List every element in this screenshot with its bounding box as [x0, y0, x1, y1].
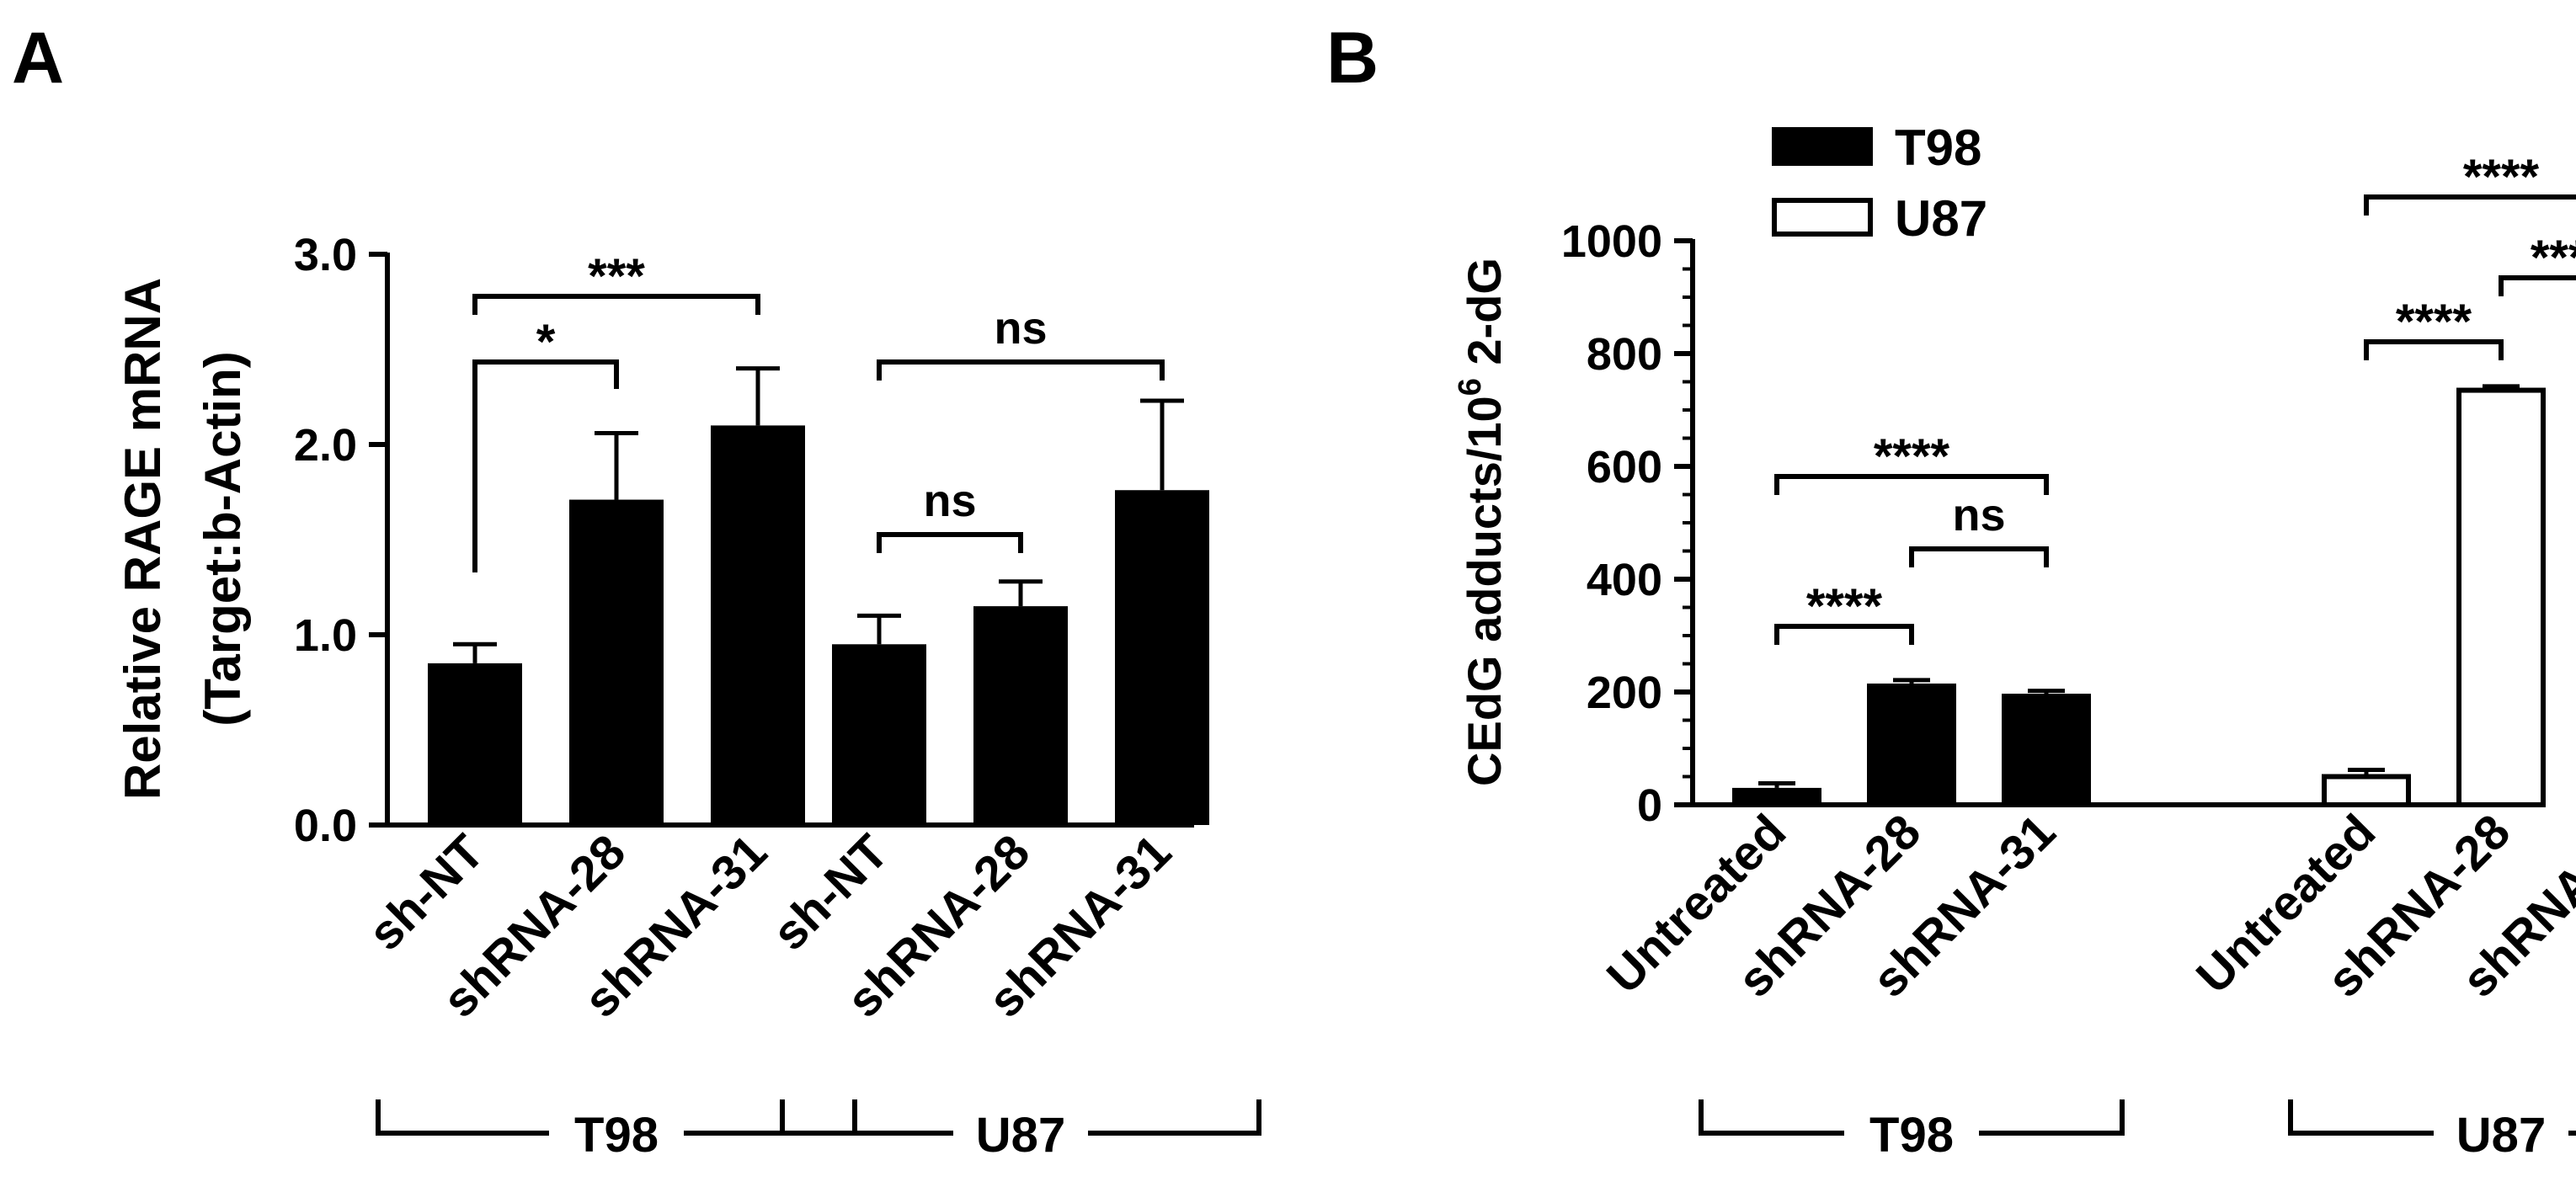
legend-swatch [1772, 198, 1873, 237]
bar [2002, 694, 2091, 805]
significance-label: **** [1874, 429, 1950, 484]
y-tick-label: 3.0 [294, 230, 357, 280]
group-bracket-left [2288, 1099, 2434, 1136]
panel-a-label: A [12, 18, 64, 98]
x-tick-label: sh-NT [358, 824, 494, 961]
significance-label: ns [1952, 490, 2005, 540]
significance-label: **** [2531, 231, 2576, 285]
group-bracket-left [1699, 1099, 1844, 1136]
significance-bracket [1909, 546, 2049, 567]
group-bracket-right [2568, 1131, 2576, 1136]
significance-label: * [536, 315, 556, 370]
y-axis-label-suffix: 2-dG [1458, 258, 1511, 378]
y-tick-label: 0 [1637, 780, 1662, 831]
group-bracket-right [1088, 1099, 1261, 1136]
significance-label: **** [1806, 579, 1883, 634]
group-bracket-right [684, 1099, 857, 1136]
significance-label: ns [923, 476, 976, 526]
y-tick-label: 800 [1587, 329, 1662, 380]
bar [1867, 683, 1956, 805]
y-tick-label: 0.0 [294, 801, 357, 851]
y-tick-label: 600 [1587, 442, 1662, 492]
y-axis-label-superscript: 6 [1453, 378, 1488, 396]
x-tick-label: sh-NT [762, 824, 899, 961]
group-label: U87 [2456, 1108, 2546, 1163]
bar [1115, 490, 1209, 825]
bar [428, 663, 522, 825]
y-tick-label: 1.0 [294, 610, 357, 661]
chart-panel-b: 02004006008001000UntreatedshRNA-28shRNA-… [1453, 120, 2576, 1163]
significance-bracket [472, 359, 619, 572]
group-label: T98 [1869, 1108, 1954, 1163]
bar [832, 644, 926, 825]
y-tick-label: 200 [1587, 668, 1662, 718]
bar [569, 499, 664, 825]
group-bracket-left [780, 1099, 953, 1136]
y-tick-label: 400 [1587, 555, 1662, 605]
bar [711, 425, 805, 825]
significance-label: **** [2463, 150, 2540, 205]
y-axis-label: (Target:b-Actin) [195, 351, 251, 727]
panel-b-label: B [1326, 18, 1379, 98]
legend-swatch [1772, 127, 1873, 166]
significance-bracket [1774, 474, 2049, 495]
group-bracket-left [376, 1099, 549, 1136]
bar [2322, 774, 2411, 807]
legend-label: T98 [1895, 120, 1981, 176]
significance-bracket [2364, 194, 2576, 216]
bar [1732, 787, 1821, 805]
group-bracket-right [1979, 1099, 2125, 1136]
significance-bracket [472, 294, 760, 315]
group-label: T98 [574, 1108, 659, 1163]
significance-bracket [877, 532, 1023, 553]
y-tick-label: 2.0 [294, 420, 357, 471]
bar [973, 606, 1068, 825]
significance-label: *** [588, 249, 645, 304]
y-tick-label: 1000 [1561, 216, 1662, 267]
y-axis-label: CEdG adducts/106 2-dG [1453, 258, 1511, 786]
y-axis-label: Relative RAGE mRNA [115, 278, 171, 800]
legend-label: U87 [1895, 190, 1987, 247]
significance-bracket [2499, 275, 2576, 296]
significance-label: **** [2396, 295, 2472, 349]
y-axis-label-text: CEdG adducts/10 [1458, 396, 1511, 786]
significance-label: ns [994, 303, 1047, 354]
significance-bracket [1774, 624, 1914, 645]
significance-bracket [2364, 339, 2504, 360]
group-label: U87 [976, 1108, 1065, 1163]
bar [2456, 387, 2546, 807]
chart-panel-a: 0.01.02.03.0sh-NTshRNA-28shRNA-31sh-NTsh… [115, 230, 1261, 1163]
significance-bracket [877, 359, 1165, 381]
